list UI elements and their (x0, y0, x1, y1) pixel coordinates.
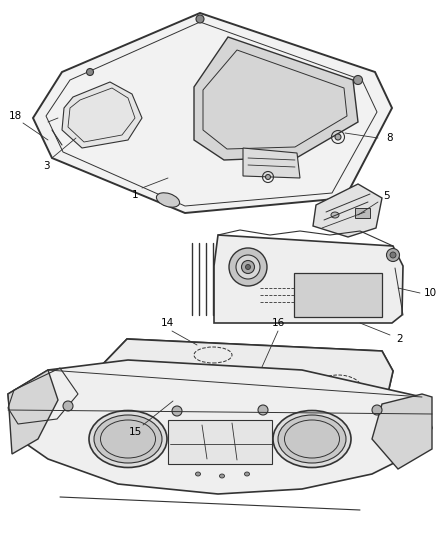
Ellipse shape (258, 405, 268, 415)
Ellipse shape (276, 399, 285, 408)
Ellipse shape (276, 373, 280, 377)
Ellipse shape (278, 401, 282, 405)
Polygon shape (8, 370, 58, 454)
Bar (302, 397, 328, 417)
Text: 5: 5 (384, 191, 390, 201)
Polygon shape (33, 13, 392, 213)
Ellipse shape (161, 368, 165, 372)
Ellipse shape (278, 415, 346, 463)
Polygon shape (168, 420, 272, 464)
Ellipse shape (156, 193, 180, 207)
Ellipse shape (196, 15, 204, 23)
Text: 15: 15 (128, 427, 141, 437)
Ellipse shape (89, 410, 167, 467)
Ellipse shape (172, 406, 182, 416)
Bar (294, 273, 382, 317)
Text: 16: 16 (272, 318, 285, 328)
Text: 10: 10 (424, 288, 437, 298)
Ellipse shape (244, 472, 250, 476)
Ellipse shape (386, 248, 399, 262)
Ellipse shape (94, 415, 162, 463)
Polygon shape (98, 339, 393, 425)
Polygon shape (62, 82, 142, 148)
Text: 8: 8 (387, 133, 393, 143)
Ellipse shape (236, 255, 260, 279)
Text: 1: 1 (132, 190, 138, 200)
Polygon shape (243, 148, 300, 178)
Polygon shape (214, 235, 403, 323)
Ellipse shape (246, 264, 251, 270)
Ellipse shape (195, 472, 201, 476)
Ellipse shape (159, 366, 167, 375)
Text: 18: 18 (8, 111, 21, 121)
Ellipse shape (229, 248, 267, 286)
Polygon shape (98, 339, 393, 425)
Ellipse shape (335, 134, 341, 140)
Ellipse shape (273, 410, 351, 467)
Ellipse shape (273, 370, 283, 379)
Text: 3: 3 (42, 161, 49, 171)
Bar (110, 379, 138, 399)
Ellipse shape (372, 405, 382, 415)
Ellipse shape (331, 212, 339, 218)
Ellipse shape (63, 401, 73, 411)
Ellipse shape (241, 261, 254, 273)
Bar (330, 395, 354, 417)
Polygon shape (313, 184, 382, 237)
Ellipse shape (390, 252, 396, 258)
Text: 14: 14 (160, 318, 173, 328)
Polygon shape (8, 360, 432, 494)
Bar (142, 395, 166, 417)
Ellipse shape (167, 395, 179, 407)
Polygon shape (372, 394, 432, 469)
Ellipse shape (265, 174, 271, 180)
Ellipse shape (353, 76, 363, 85)
Ellipse shape (219, 474, 225, 478)
Polygon shape (194, 37, 358, 160)
Ellipse shape (86, 69, 93, 76)
Text: 2: 2 (397, 334, 403, 344)
Bar (355, 208, 370, 218)
